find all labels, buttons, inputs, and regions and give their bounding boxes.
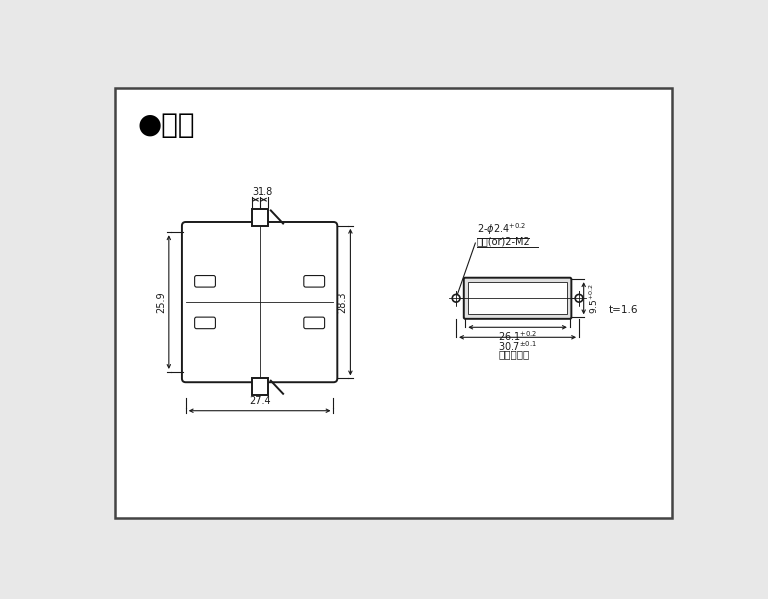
FancyBboxPatch shape [182,222,337,382]
Bar [252,379,268,395]
Text: ●寸法: ●寸法 [138,111,196,139]
Text: 取付穴寸法: 取付穴寸法 [498,350,529,359]
Text: 26.1$^{+0.2}$: 26.1$^{+0.2}$ [498,329,537,343]
Text: 30.7$^{\pm0.1}$: 30.7$^{\pm0.1}$ [498,339,537,353]
Text: 25.9: 25.9 [156,291,166,313]
Text: 3: 3 [253,186,259,196]
Bar [468,282,567,314]
Text: t=1.6: t=1.6 [608,305,637,315]
Text: 28.3: 28.3 [338,291,348,313]
Bar [252,209,268,226]
Circle shape [452,295,460,302]
Text: 2-$\phi$2.4$^{+0.2}$: 2-$\phi$2.4$^{+0.2}$ [477,221,526,237]
Text: 9.5$^{+0.2}$: 9.5$^{+0.2}$ [588,283,600,314]
Circle shape [575,295,583,302]
FancyBboxPatch shape [304,317,325,329]
FancyBboxPatch shape [464,278,571,319]
FancyBboxPatch shape [194,276,215,287]
Text: 又は(or)2-M2: 又は(or)2-M2 [477,236,531,246]
FancyBboxPatch shape [304,276,325,287]
Text: 27.4: 27.4 [249,396,270,406]
FancyBboxPatch shape [194,317,215,329]
Text: 1.8: 1.8 [257,186,273,196]
